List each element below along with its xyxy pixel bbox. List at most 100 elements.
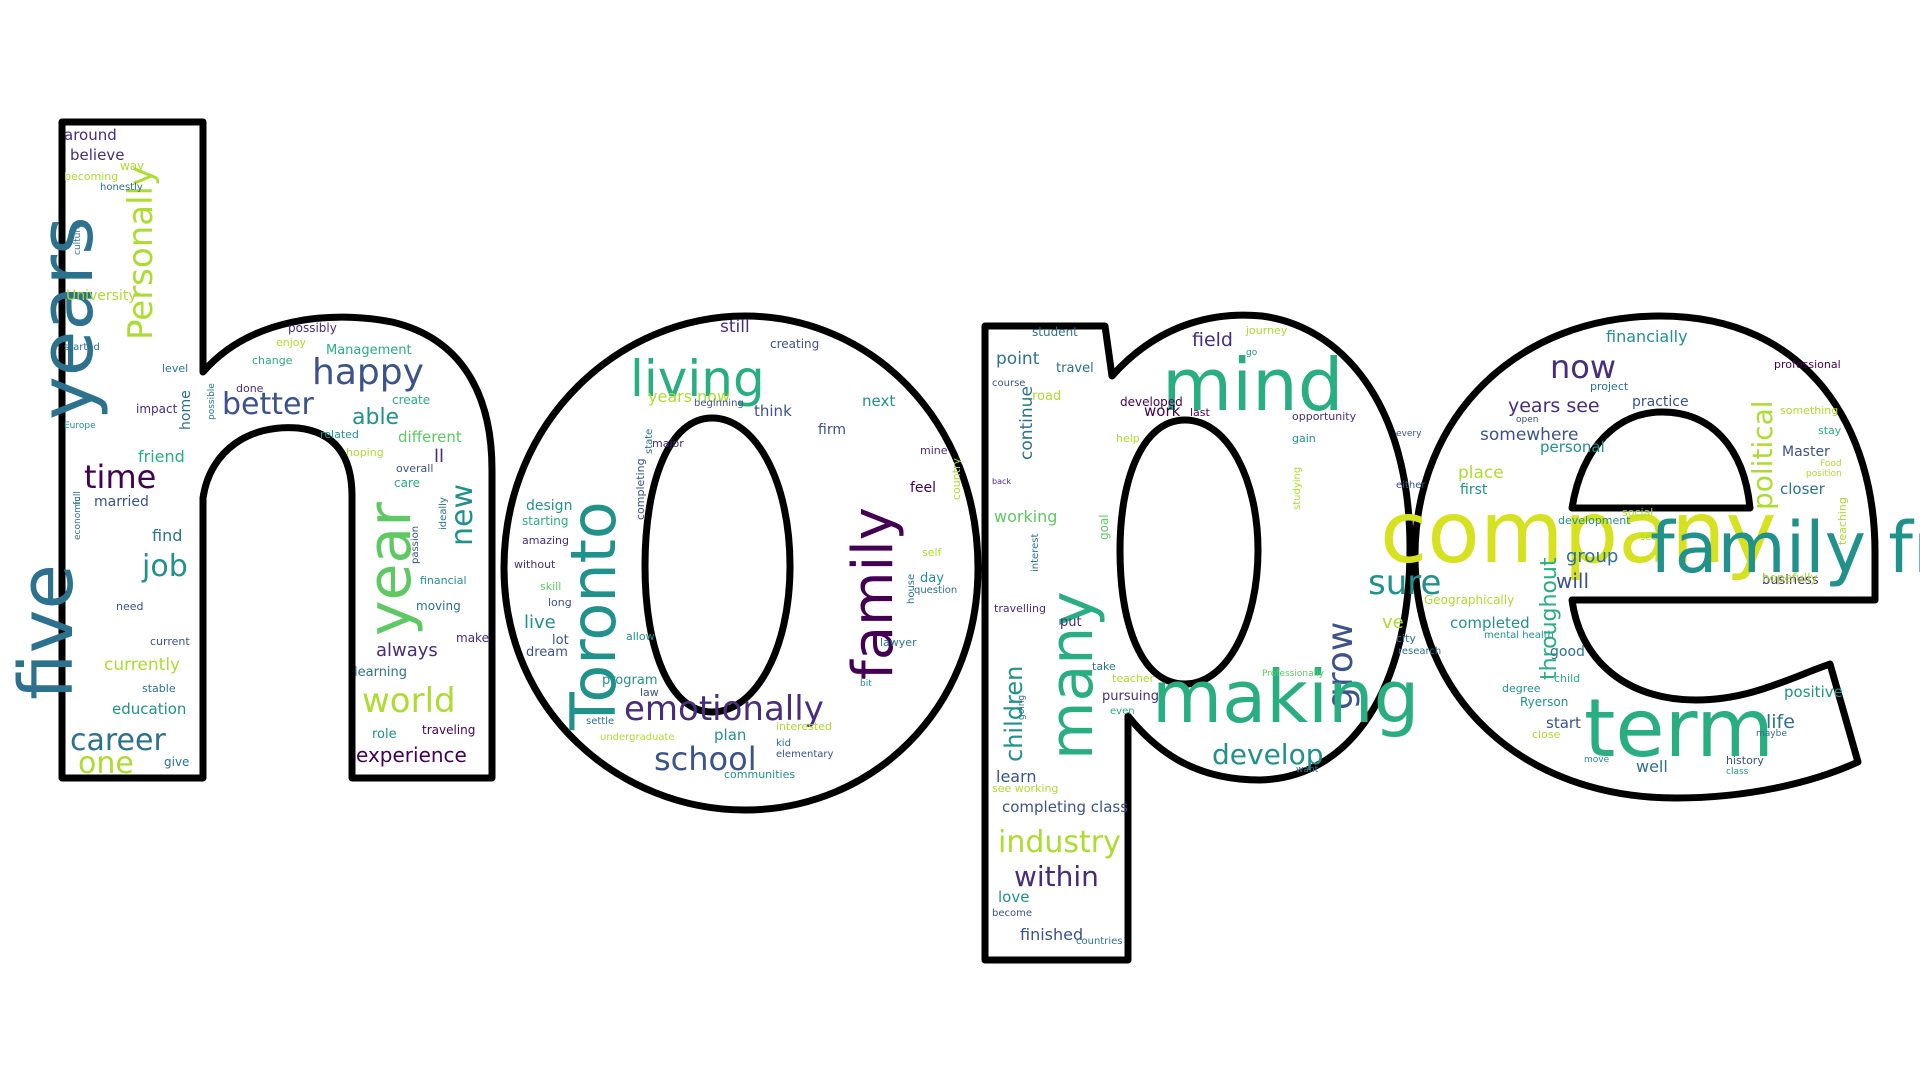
cloud-word: moving — [416, 599, 461, 613]
cloud-word: good — [1550, 644, 1585, 660]
cloud-word: communities — [724, 768, 795, 781]
cloud-word: start — [1546, 714, 1581, 732]
cloud-word: now — [1550, 348, 1616, 386]
cloud-word: five — [4, 564, 90, 700]
cloud-word: plan — [714, 726, 746, 744]
cloud-word: position — [1806, 469, 1842, 479]
cloud-word: friend — [138, 447, 185, 466]
cloud-word: kid — [776, 738, 791, 749]
cloud-word: group — [1566, 546, 1618, 567]
cloud-word: Ryerson — [1520, 695, 1568, 709]
cloud-word: Professionally — [1262, 669, 1325, 679]
cloud-word: mental health — [1484, 630, 1554, 641]
cloud-word: elementary — [776, 749, 833, 760]
cloud-word: years see — [1508, 395, 1600, 417]
cloud-word: stay — [1818, 424, 1842, 437]
cloud-word: something — [1780, 404, 1838, 417]
cloud-word: interest — [1030, 534, 1041, 572]
cloud-word: mind — [1162, 343, 1343, 427]
cloud-word: career — [70, 723, 166, 758]
cloud-word: live — [524, 612, 556, 633]
cloud-word: love — [998, 888, 1029, 906]
cloud-word: time — [84, 458, 156, 496]
cloud-word: law — [640, 686, 659, 699]
cloud-word: help — [1116, 432, 1140, 445]
cloud-word: next — [862, 392, 895, 410]
cloud-word: sure — [1368, 563, 1441, 603]
cloud-word: University — [66, 288, 137, 304]
cloud-word: years — [24, 216, 110, 420]
cloud-word: close — [1532, 728, 1561, 741]
cloud-word: family friends — [1650, 507, 1920, 589]
cloud-word: move — [1584, 755, 1610, 765]
cloud-word: personal — [1540, 438, 1605, 456]
cloud-word: country — [950, 457, 963, 500]
cloud-word: job — [141, 549, 188, 584]
cloud-word: culture — [73, 223, 83, 255]
cloud-word: city — [1396, 632, 1416, 645]
cloud-word: political — [1746, 400, 1779, 510]
cloud-word: skill — [540, 580, 561, 593]
cloud-word: Food — [1820, 459, 1842, 469]
cloud-word: put — [1060, 615, 1082, 630]
cloud-word: Toronto — [557, 501, 630, 731]
cloud-word: living — [630, 350, 765, 408]
cloud-word: traveling — [422, 723, 475, 737]
cloud-word: starting — [522, 514, 569, 528]
cloud-word: undergraduate — [600, 732, 675, 743]
cloud-word: practice — [1632, 394, 1689, 410]
cloud-word: become — [992, 908, 1032, 919]
hope-letter-outlines — [58, 118, 1879, 964]
cloud-word: somewhere — [1480, 425, 1579, 445]
cloud-word: still — [720, 317, 750, 337]
cloud-word: bit — [860, 679, 872, 689]
cloud-word: road — [1032, 389, 1061, 404]
cloud-word: continue — [1017, 386, 1037, 460]
cloud-word: done — [236, 382, 264, 395]
cloud-word: see — [1640, 532, 1658, 543]
letter-o-outline — [500, 312, 982, 814]
letter-p-outline — [981, 311, 1414, 964]
cloud-word: course — [992, 378, 1025, 389]
cloud-word: student — [1032, 325, 1078, 339]
cloud-word: started — [64, 342, 100, 353]
cloud-word: state — [644, 429, 655, 454]
cloud-word: house — [906, 574, 917, 604]
cloud-word: going — [1017, 695, 1027, 720]
cloud-word: field — [1192, 329, 1233, 351]
cloud-word: interested — [776, 720, 832, 733]
cloud-word: creating — [770, 337, 819, 351]
cloud-word: hopefully — [1762, 571, 1818, 585]
cloud-word: take — [1092, 660, 1116, 673]
cloud-word: last — [1190, 406, 1211, 419]
cloud-word: development — [1558, 514, 1631, 527]
cloud-word: honestly — [100, 182, 143, 193]
cloud-word: possible — [207, 383, 217, 420]
cloud-word: ve — [1382, 612, 1404, 633]
cloud-word: way — [120, 159, 144, 173]
cloud-word: give — [164, 755, 189, 769]
cloud-word: need — [116, 600, 144, 613]
cloud-word: ideally — [438, 497, 449, 530]
cloud-word: grow — [1320, 622, 1361, 710]
cloud-word: always — [376, 640, 438, 661]
cloud-word: home — [178, 390, 194, 430]
cloud-word: allow — [626, 630, 655, 643]
cloud-word: find — [152, 526, 182, 545]
cloud-word: term — [1584, 682, 1774, 775]
cloud-word: journey — [1245, 324, 1288, 337]
cloud-word: Europe — [64, 421, 96, 431]
cloud-word: every — [1396, 429, 1422, 439]
cloud-word: pursuing — [1102, 689, 1159, 704]
cloud-word: self — [922, 546, 943, 559]
cloud-word: completing — [634, 458, 647, 520]
cloud-word: Personally — [121, 166, 161, 340]
cloud-word: teaching — [1836, 497, 1849, 545]
cloud-word: question — [914, 585, 957, 596]
cloud-word: stable — [142, 682, 176, 695]
cloud-word: year — [355, 502, 425, 636]
cloud-word: want — [1296, 765, 1319, 775]
cloud-word: related — [320, 428, 359, 441]
